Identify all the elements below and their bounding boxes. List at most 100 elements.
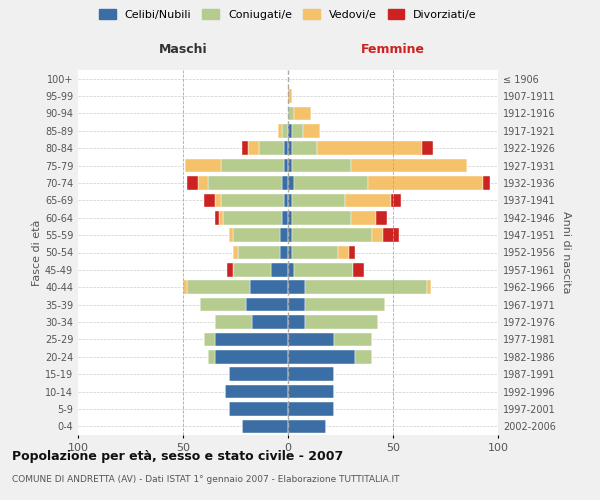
Bar — [204, 332, 215, 346]
Bar — [353, 263, 364, 276]
Bar — [288, 124, 292, 138]
Bar — [229, 228, 233, 242]
Bar — [338, 246, 349, 260]
Bar — [282, 176, 288, 190]
Bar — [242, 142, 248, 155]
Bar — [284, 142, 288, 155]
Bar — [295, 106, 311, 120]
Bar — [292, 142, 317, 155]
Legend: Celibi/Nubili, Coniugati/e, Vedovi/e, Divorziati/e: Celibi/Nubili, Coniugati/e, Vedovi/e, Di… — [95, 5, 481, 24]
Bar — [295, 176, 368, 190]
Bar — [303, 124, 320, 138]
Bar — [349, 246, 355, 260]
Bar — [288, 263, 295, 276]
Bar — [484, 176, 490, 190]
Text: Femmine: Femmine — [361, 43, 425, 56]
Bar — [229, 368, 288, 381]
Text: Popolazione per età, sesso e stato civile - 2007: Popolazione per età, sesso e stato civil… — [12, 450, 343, 463]
Bar — [284, 194, 288, 207]
Bar — [282, 124, 288, 138]
Bar — [288, 90, 292, 103]
Bar — [238, 246, 280, 260]
Bar — [242, 420, 288, 433]
Bar — [305, 280, 427, 294]
Bar — [292, 211, 351, 224]
Bar — [376, 211, 387, 224]
Bar — [288, 106, 295, 120]
Bar — [215, 194, 221, 207]
Bar — [223, 211, 282, 224]
Bar — [221, 194, 284, 207]
Bar — [372, 228, 383, 242]
Bar — [292, 194, 344, 207]
Bar — [391, 194, 401, 207]
Bar — [288, 142, 292, 155]
Bar — [288, 280, 305, 294]
Bar — [288, 298, 305, 312]
Bar — [229, 402, 288, 415]
Bar — [351, 211, 376, 224]
Bar — [215, 211, 218, 224]
Bar — [288, 246, 292, 260]
Bar — [200, 298, 246, 312]
Bar — [383, 228, 400, 242]
Y-axis label: Fasce di età: Fasce di età — [32, 220, 42, 286]
Bar — [246, 298, 288, 312]
Bar — [305, 315, 379, 329]
Bar — [282, 211, 288, 224]
Bar — [280, 246, 288, 260]
Bar — [183, 280, 187, 294]
Bar — [288, 176, 295, 190]
Bar — [288, 420, 326, 433]
Bar — [204, 194, 215, 207]
Bar — [208, 350, 215, 364]
Bar — [215, 315, 252, 329]
Bar — [233, 228, 280, 242]
Bar — [227, 263, 233, 276]
Bar — [250, 280, 288, 294]
Text: Maschi: Maschi — [158, 43, 208, 56]
Bar — [288, 228, 292, 242]
Bar — [355, 350, 372, 364]
Bar — [368, 176, 484, 190]
Bar — [221, 159, 284, 172]
Bar — [345, 194, 391, 207]
Bar — [218, 211, 223, 224]
Bar — [252, 315, 288, 329]
Y-axis label: Anni di nascita: Anni di nascita — [561, 211, 571, 294]
Bar — [198, 176, 208, 190]
Text: COMUNE DI ANDRETTA (AV) - Dati ISTAT 1° gennaio 2007 - Elaborazione TUTTITALIA.I: COMUNE DI ANDRETTA (AV) - Dati ISTAT 1° … — [12, 475, 400, 484]
Bar — [292, 246, 338, 260]
Bar — [259, 142, 284, 155]
Bar — [305, 298, 385, 312]
Bar — [288, 368, 334, 381]
Bar — [288, 159, 292, 172]
Bar — [292, 159, 351, 172]
Bar — [288, 332, 334, 346]
Bar — [187, 280, 250, 294]
Bar — [288, 211, 292, 224]
Bar — [295, 263, 353, 276]
Bar — [292, 228, 372, 242]
Bar — [334, 332, 372, 346]
Bar — [351, 159, 467, 172]
Bar — [277, 124, 282, 138]
Bar — [225, 385, 288, 398]
Bar — [288, 385, 334, 398]
Bar — [288, 402, 334, 415]
Bar — [280, 228, 288, 242]
Bar — [248, 142, 259, 155]
Bar — [288, 350, 355, 364]
Bar — [317, 142, 422, 155]
Bar — [288, 194, 292, 207]
Bar — [271, 263, 288, 276]
Bar — [292, 124, 303, 138]
Bar — [187, 176, 198, 190]
Bar — [208, 176, 282, 190]
Bar — [427, 280, 431, 294]
Bar — [215, 350, 288, 364]
Bar — [185, 159, 221, 172]
Bar — [233, 246, 238, 260]
Bar — [233, 263, 271, 276]
Bar — [284, 159, 288, 172]
